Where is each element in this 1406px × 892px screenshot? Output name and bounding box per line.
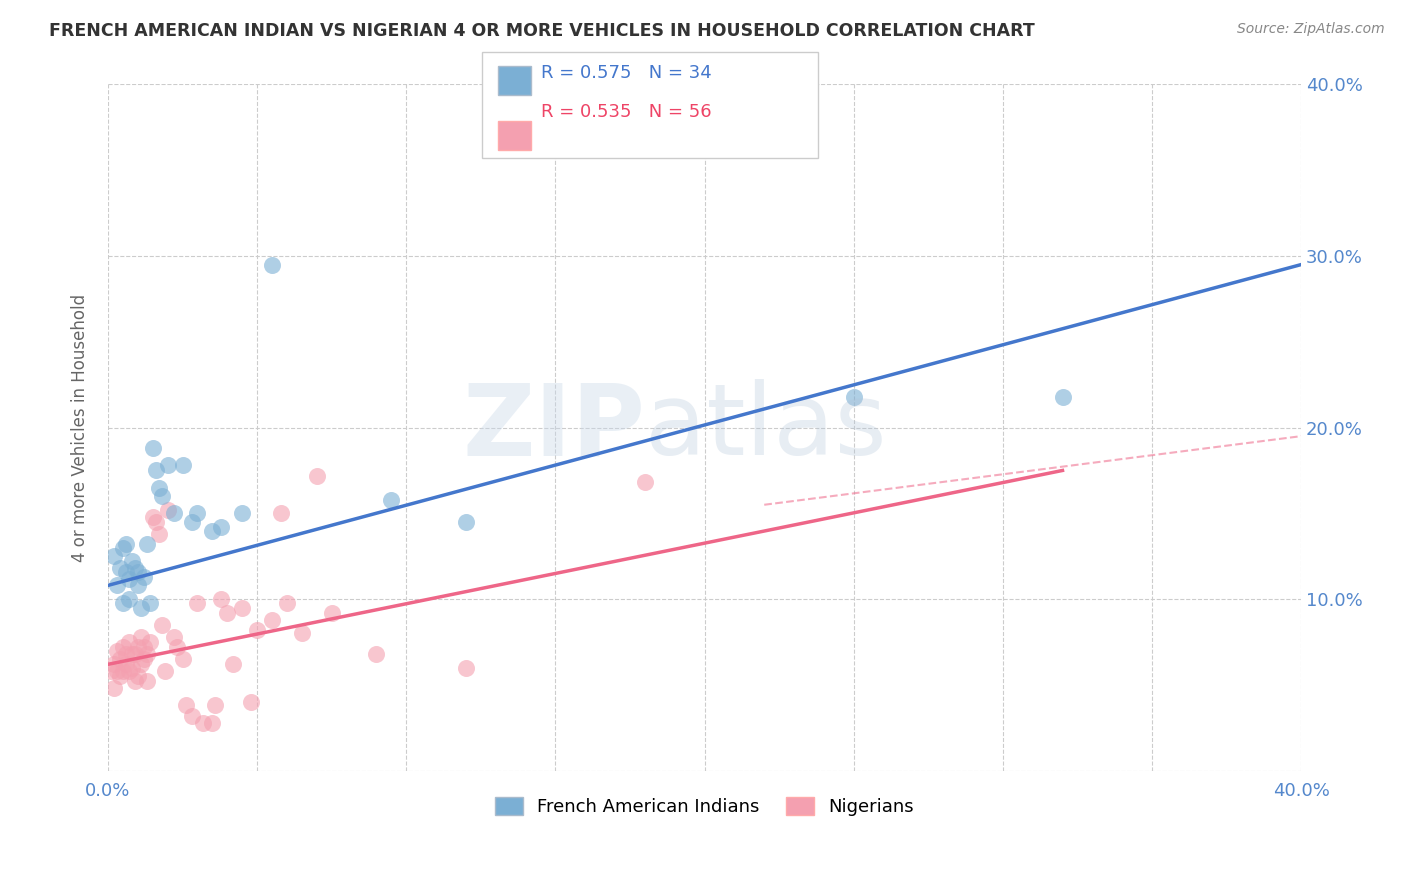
Point (186, 596, 208, 610)
Legend: French American Indians, Nigerians: French American Indians, Nigerians (488, 789, 921, 823)
Point (291, 626, 314, 640)
Point (193, 715, 215, 730)
Point (135, 674, 157, 689)
Point (132, 570, 155, 584)
Point (186, 507, 208, 521)
Point (139, 596, 162, 610)
Point (100, 664, 122, 678)
Point (148, 481, 170, 495)
Text: Source: ZipAtlas.com: Source: ZipAtlas.com (1237, 22, 1385, 37)
Point (103, 657, 125, 672)
Point (124, 647, 146, 661)
Point (108, 669, 131, 683)
Point (156, 458, 179, 473)
Point (111, 664, 134, 678)
Point (121, 554, 143, 568)
Point (380, 492, 402, 507)
Point (142, 441, 165, 455)
Point (108, 652, 131, 666)
Point (270, 507, 292, 521)
Point (124, 561, 146, 575)
Point (260, 258, 283, 272)
Point (201, 524, 224, 538)
Text: atlas: atlas (645, 379, 887, 476)
Point (166, 640, 188, 655)
Point (180, 515, 202, 529)
Point (121, 661, 143, 675)
Point (108, 561, 131, 575)
Point (118, 664, 141, 678)
Text: FRENCH AMERICAN INDIAN VS NIGERIAN 4 OR MORE VEHICLES IN HOUSEHOLD CORRELATION C: FRENCH AMERICAN INDIAN VS NIGERIAN 4 OR … (49, 22, 1035, 40)
Point (129, 630, 152, 644)
Point (162, 630, 184, 644)
Point (1052, 390, 1074, 404)
Point (142, 509, 165, 524)
Point (180, 708, 202, 723)
Point (124, 674, 146, 689)
Point (366, 647, 388, 661)
Point (321, 606, 343, 620)
Point (148, 527, 170, 541)
Point (145, 463, 167, 477)
Point (118, 572, 141, 586)
Point (209, 592, 232, 607)
Point (305, 468, 328, 483)
Point (172, 458, 194, 473)
Point (115, 537, 138, 551)
Text: ZIP: ZIP (463, 379, 645, 476)
Y-axis label: 4 or more Vehicles in Household: 4 or more Vehicles in Household (72, 293, 89, 562)
Point (156, 503, 179, 517)
Point (209, 520, 232, 534)
Text: R = 0.575   N = 34: R = 0.575 N = 34 (541, 64, 711, 82)
Point (201, 715, 224, 730)
Point (634, 475, 657, 490)
Point (454, 515, 477, 529)
Point (105, 643, 128, 657)
Point (145, 515, 167, 529)
Point (118, 635, 141, 649)
Point (129, 657, 152, 672)
Point (240, 695, 263, 709)
Point (231, 507, 253, 521)
Point (231, 600, 253, 615)
Point (135, 537, 157, 551)
Point (150, 618, 173, 632)
Point (260, 613, 283, 627)
Point (172, 652, 194, 666)
Point (204, 698, 226, 713)
Point (150, 489, 173, 503)
Point (115, 647, 138, 661)
Text: R = 0.535   N = 56: R = 0.535 N = 56 (541, 103, 711, 120)
Point (139, 635, 162, 649)
Point (153, 664, 176, 678)
Point (132, 652, 155, 666)
Point (111, 541, 134, 555)
Point (222, 657, 245, 672)
Point (454, 661, 477, 675)
Point (132, 640, 155, 655)
Point (121, 647, 143, 661)
Point (135, 647, 157, 661)
Point (127, 565, 149, 579)
Point (129, 600, 152, 615)
Point (276, 596, 298, 610)
Point (115, 657, 138, 672)
Point (115, 565, 138, 579)
Point (118, 592, 141, 607)
Point (162, 507, 184, 521)
Point (103, 681, 125, 696)
Point (246, 623, 269, 637)
Point (105, 664, 128, 678)
Point (103, 549, 125, 564)
Point (127, 640, 149, 655)
Point (127, 578, 149, 592)
Point (127, 669, 149, 683)
Point (111, 596, 134, 610)
Point (842, 390, 865, 404)
Point (105, 578, 128, 592)
Point (174, 698, 197, 713)
Point (111, 640, 134, 655)
Point (217, 606, 239, 620)
